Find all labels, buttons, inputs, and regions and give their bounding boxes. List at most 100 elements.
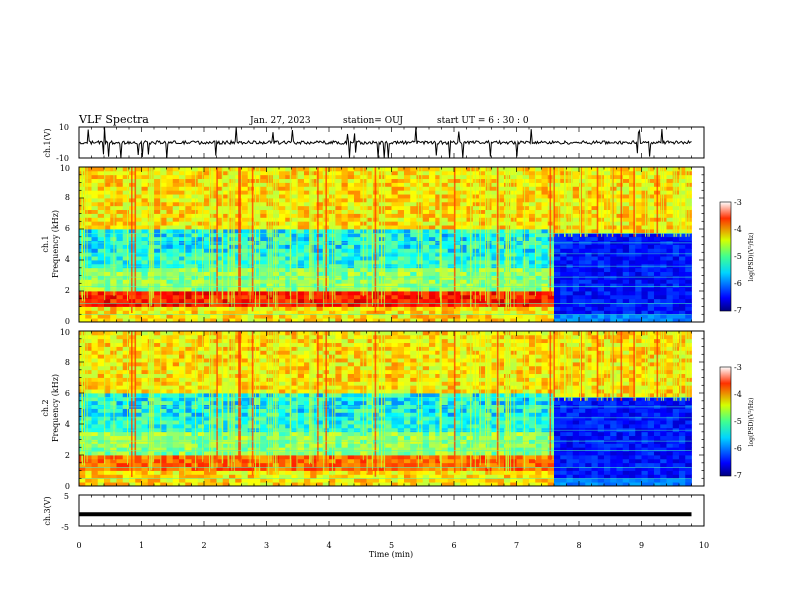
spectrogram-cell xyxy=(354,252,361,257)
spectrogram-cell xyxy=(254,252,261,257)
spectrogram-cell xyxy=(172,201,180,207)
spectrogram-cell xyxy=(154,462,161,468)
spectrogram-cell xyxy=(672,182,680,187)
spectrogram-cell xyxy=(166,294,174,300)
spectrogram-cell xyxy=(135,244,142,249)
spectrogram-cell xyxy=(335,236,342,242)
spectrogram-cell xyxy=(441,318,449,323)
spectrogram-cell xyxy=(316,225,324,230)
spectrogram-cell xyxy=(135,310,142,315)
spectrogram-cell xyxy=(247,213,255,218)
spectrogram-cell xyxy=(204,275,211,280)
spectrogram-cell xyxy=(466,314,474,319)
spectrogram-cell xyxy=(447,178,455,183)
spectrogram-cell xyxy=(104,283,111,288)
spectrogram-cell xyxy=(166,381,174,386)
spectrogram-cell xyxy=(641,283,649,288)
spectrogram-cell xyxy=(197,466,205,471)
spectrogram-cell xyxy=(422,167,430,172)
spectrogram-cell xyxy=(354,167,361,172)
spectrogram-cell xyxy=(660,279,667,284)
spectrogram-cell xyxy=(210,174,217,180)
spectrogram-cell xyxy=(210,377,217,382)
spectrogram-cell xyxy=(522,194,530,199)
spectrogram-cell xyxy=(354,205,361,211)
spectrogram-cell xyxy=(566,298,574,304)
spectrogram-cell xyxy=(297,271,305,276)
spectrogram-cell xyxy=(135,482,142,487)
spectrogram-cell xyxy=(191,283,199,288)
spectrogram-cell xyxy=(397,275,405,280)
spectrogram-cell xyxy=(197,455,205,460)
spectrogram-cell xyxy=(179,331,186,336)
spectrogram-cell xyxy=(304,267,311,273)
spectrogram-cell xyxy=(491,248,499,253)
spectrogram-cell xyxy=(422,314,430,319)
spectrogram-cell xyxy=(172,213,180,218)
spectrogram-cell xyxy=(141,310,149,315)
spectrogram-cell xyxy=(497,213,505,218)
spectrogram-cell xyxy=(579,287,586,292)
spectrogram-cell xyxy=(210,342,217,347)
spectrogram-cell xyxy=(204,482,211,487)
spectrogram-cell xyxy=(610,182,617,187)
spectrogram-cell xyxy=(522,167,530,172)
spectrogram-cell xyxy=(597,205,605,211)
spectrogram-cell xyxy=(116,346,124,351)
spectrogram-cell xyxy=(516,244,524,249)
spectrogram-cell xyxy=(679,298,686,304)
spectrogram-cell xyxy=(91,400,99,406)
spectrogram-cell xyxy=(254,271,261,276)
spectrogram-cell xyxy=(104,334,111,340)
spectrogram-cell xyxy=(522,186,530,191)
spectrogram-cell xyxy=(291,260,299,265)
spectrogram-cell xyxy=(135,439,142,444)
spectrogram-cell xyxy=(454,252,461,257)
spectrogram-cell xyxy=(654,267,661,273)
spectrogram-cell xyxy=(172,170,180,176)
spectrogram-cell xyxy=(497,252,505,257)
spectrogram-cell xyxy=(579,271,586,276)
spectrogram-cell xyxy=(560,314,567,319)
spectrogram-cell xyxy=(204,412,211,417)
spectrogram-cell xyxy=(497,275,505,280)
spectrogram-cell xyxy=(335,283,342,288)
spectrogram-cell xyxy=(347,244,355,249)
spectrogram-cell xyxy=(185,435,192,440)
spectrogram-cell xyxy=(454,283,461,288)
spectrogram-cell xyxy=(116,298,124,304)
spectrogram-cell xyxy=(560,248,567,253)
spectrogram-cell xyxy=(172,178,180,183)
spectrogram-cell xyxy=(622,279,630,284)
spectrogram-cell xyxy=(460,174,467,180)
spectrogram-cell xyxy=(210,396,217,402)
spectrogram-cell xyxy=(347,283,355,288)
spectrogram-cell xyxy=(91,291,99,296)
spectrogram-cell xyxy=(172,260,180,265)
spectrogram-cell xyxy=(641,252,649,257)
spectrogram-cell xyxy=(391,291,399,296)
spectrogram-cell xyxy=(210,306,217,311)
spectrogram-cell xyxy=(610,260,617,265)
spectrogram-cell xyxy=(266,213,274,218)
spectrogram-cell xyxy=(260,248,267,253)
spectrogram-cell xyxy=(172,458,180,464)
spectrogram-cell xyxy=(247,201,255,207)
spectrogram-cell xyxy=(316,194,324,199)
spectrogram-cell xyxy=(197,190,205,195)
spectrogram-cell xyxy=(429,302,436,307)
spectrogram-cell xyxy=(104,236,111,242)
spectrogram-cell xyxy=(204,431,211,437)
spectrogram-cell xyxy=(285,221,292,226)
spectrogram-cell xyxy=(210,275,217,280)
spectrogram-cell xyxy=(141,229,149,234)
spectrogram-cell xyxy=(479,256,486,261)
spectrogram-cell xyxy=(166,167,174,172)
spectrogram-cell xyxy=(441,287,449,292)
spectrogram-cell xyxy=(416,205,424,211)
spectrogram-cell xyxy=(366,287,374,292)
spectrogram-cell xyxy=(172,350,180,355)
spectrogram-cell xyxy=(285,256,292,261)
spectrogram-cell xyxy=(347,260,355,265)
spectrogram-cell xyxy=(597,275,605,280)
